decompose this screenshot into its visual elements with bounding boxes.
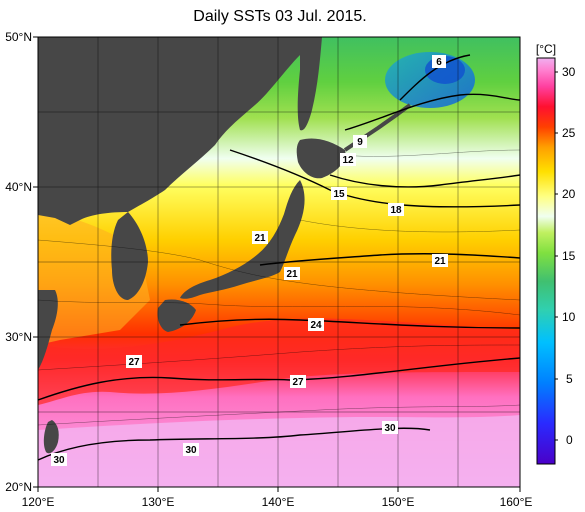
isotherm-label: 21	[432, 254, 448, 267]
isotherm-label: 27	[290, 375, 306, 388]
isotherm-label: 15	[331, 187, 347, 200]
svg-text:30: 30	[53, 455, 65, 466]
svg-text:30: 30	[185, 445, 197, 456]
colorbar-tick-label: 15	[562, 249, 576, 263]
lon-label: 130°E	[142, 495, 175, 509]
isotherm-label: 12	[340, 153, 356, 166]
svg-text:21: 21	[254, 233, 266, 244]
lat-label: 50°N	[5, 30, 32, 44]
longitude-labels: 120°E 130°E 140°E 150°E 160°E	[22, 495, 533, 509]
isotherm-label: 30	[51, 453, 67, 466]
land-sakhalin	[297, 37, 322, 131]
lon-label: 140°E	[262, 495, 295, 509]
map-title: Daily SSTs 03 Jul. 2015.	[193, 8, 367, 25]
graticule	[38, 37, 520, 487]
colorbar-tick-label: 30	[562, 65, 576, 79]
isotherm-label: 6	[432, 55, 446, 68]
svg-text:15: 15	[333, 189, 345, 200]
colorbar-tick-label: 10	[562, 310, 576, 324]
lon-label: 120°E	[22, 495, 55, 509]
isotherm-label: 30	[382, 421, 398, 434]
colorbar-tick-label: 20	[562, 187, 576, 201]
land-hokkaido	[296, 138, 346, 179]
land-china-coast	[38, 290, 58, 370]
svg-text:27: 27	[292, 377, 304, 388]
svg-text:12: 12	[342, 155, 354, 166]
cold-water-region	[385, 52, 475, 108]
colorbar-tick-label: 25	[562, 126, 576, 140]
svg-text:21: 21	[286, 269, 298, 280]
svg-text:6: 6	[436, 57, 442, 68]
lat-label: 40°N	[5, 180, 32, 194]
lat-label: 20°N	[5, 480, 32, 494]
isotherm-label: 30	[183, 443, 199, 456]
land-taiwan	[43, 420, 59, 454]
plot-frame	[37, 36, 521, 488]
svg-text:24: 24	[310, 320, 322, 331]
colorbar-tick-label: 0	[566, 433, 573, 447]
isotherm-labels: 6 9 12 15 18 21 21 21 24 27 27 30 30 30	[51, 55, 448, 466]
lat-label: 30°N	[5, 330, 32, 344]
colorbar-gradient	[536, 57, 556, 465]
svg-text:30: 30	[384, 423, 396, 434]
svg-text:27: 27	[128, 357, 140, 368]
isotherm-label: 18	[388, 203, 404, 216]
colorbar: [°C] 30 25 20 15 10 5 0	[536, 42, 576, 465]
land-korea	[111, 212, 148, 300]
isotherm-label: 27	[126, 355, 142, 368]
svg-text:18: 18	[390, 205, 402, 216]
latitude-labels: 50°N 40°N 30°N 20°N	[5, 30, 32, 494]
sst-field: 6 9 12 15 18 21 21 21 24 27 27 30 30 30	[38, 37, 520, 487]
colorbar-unit: [°C]	[536, 42, 556, 56]
colorbar-tick-label: 5	[566, 372, 573, 386]
land-asia-continent	[38, 37, 300, 225]
isotherm-label: 9	[353, 135, 367, 148]
svg-text:9: 9	[357, 137, 363, 148]
isotherm-label: 21	[284, 267, 300, 280]
lon-label: 150°E	[382, 495, 415, 509]
land-shikoku-kyushu	[157, 299, 196, 332]
isotherm-label: 21	[252, 231, 268, 244]
land-honshu	[180, 180, 305, 299]
svg-text:21: 21	[434, 256, 446, 267]
axis-ticks	[33, 36, 521, 492]
lon-label: 160°E	[500, 495, 533, 509]
isotherm-label: 24	[308, 318, 324, 331]
